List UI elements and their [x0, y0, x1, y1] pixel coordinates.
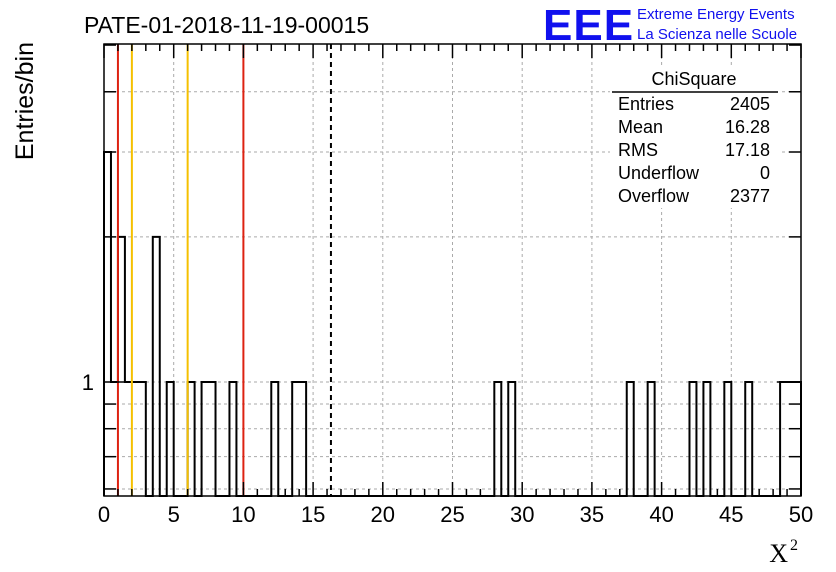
x-tick-labels: 0 5 10 15 20 25 30 35 40 45 50: [98, 502, 813, 527]
stats-row-label: Overflow: [618, 186, 690, 206]
eee-logo: EEE Extreme Energy Events La Scienza nel…: [543, 1, 797, 50]
stats-row-value: 0: [760, 163, 770, 183]
x-tick-label: 35: [580, 502, 604, 527]
chart-title: PATE-01-2018-11-19-00015: [84, 12, 369, 38]
stats-row-value: 17.18: [725, 140, 770, 160]
x-tick-label: 5: [168, 502, 180, 527]
y-axis-label: Entries/bin: [11, 42, 39, 160]
x-axis-label-base: X: [769, 539, 788, 568]
eee-logo-mark: EEE: [543, 1, 634, 50]
x-tick-label: 10: [231, 502, 255, 527]
x-tick-label: 40: [649, 502, 673, 527]
y-tick-label: 1: [82, 370, 94, 395]
stats-row-label: RMS: [618, 140, 658, 160]
x-tick-label: 0: [98, 502, 110, 527]
x-axis-label-superscript: 2: [790, 537, 798, 554]
stats-row-label: Mean: [618, 117, 663, 137]
stats-box: ChiSquare Entries 2405 Mean 16.28 RMS 17.18 Un…: [610, 68, 780, 208]
x-tick-label: 45: [719, 502, 743, 527]
stats-row-label: Entries: [618, 94, 674, 114]
stats-row-value: 16.28: [725, 117, 770, 137]
stats-row-label: Underflow: [618, 163, 700, 183]
x-tick-label: 20: [371, 502, 395, 527]
eee-logo-line1: Extreme Energy Events: [637, 6, 795, 23]
x-axis-label: X: [769, 539, 788, 568]
eee-logo-line2: La Scienza nelle Scuole: [637, 26, 797, 43]
x-tick-label: 15: [301, 502, 325, 527]
stats-row-value: 2405: [730, 94, 770, 114]
stats-row-value: 2377: [730, 186, 770, 206]
grid-lines: [104, 44, 801, 496]
stats-rows: Entries 2405 Mean 16.28 RMS 17.18 Underflow 0 Ov…: [618, 94, 770, 206]
axis-ticks: [103, 44, 802, 496]
stats-title: ChiSquare: [651, 69, 736, 89]
reference-lines: [116, 44, 332, 496]
x-tick-label: 50: [789, 502, 813, 527]
x-tick-label: 30: [510, 502, 534, 527]
x-tick-label: 25: [440, 502, 464, 527]
